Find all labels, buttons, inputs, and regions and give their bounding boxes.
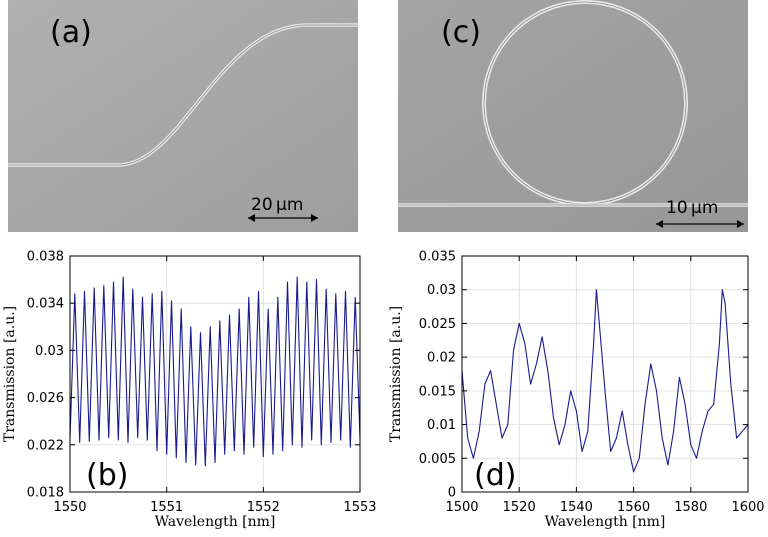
- chart-b: 1550 1551 1552 1553 0.018 0.022 0.026 0.03 0.034…: [2, 250, 377, 531]
- y-tick-label: 0.02: [427, 351, 456, 366]
- x-tick-label: 1551: [150, 500, 183, 515]
- x-tick-label: 1552: [247, 500, 280, 515]
- sem-background: [398, 0, 748, 232]
- x-axis-label: Wavelength [nm]: [545, 514, 666, 530]
- x-tick-label: 1560: [617, 500, 650, 515]
- y-tick-label: 0.03: [427, 283, 456, 298]
- series-line-transmission: [461, 289, 749, 473]
- scale-arrow-left-c: [656, 220, 663, 228]
- x-tick-label: 1520: [503, 500, 536, 515]
- x-tick-label: 1540: [560, 500, 593, 515]
- scale-arrow-right-c: [737, 220, 744, 228]
- panel-label-c: (c): [441, 15, 481, 50]
- sem-image-a-graphic: [8, 0, 358, 232]
- x-tick-label: 1553: [343, 500, 376, 515]
- y-tick-label: 0: [448, 486, 456, 501]
- y-axis-label: Transmission [a.u.]: [388, 306, 404, 442]
- sem-image-a: [8, 0, 358, 232]
- y-tick-label: 0.018: [27, 486, 64, 501]
- sem-background: [8, 0, 358, 232]
- y-tick-label: 0.015: [419, 384, 456, 399]
- y-tick-label: 0.034: [27, 297, 64, 312]
- chart-d: 1500 1520 1540 1560 1580 1600 0 0.005 0.01 0.015 0…: [388, 250, 765, 531]
- y-tick-label: 0.025: [419, 317, 456, 332]
- y-tick-label: 0.03: [35, 344, 64, 359]
- panel-label-a: (a): [50, 15, 92, 50]
- x-tick-label: 1580: [674, 500, 707, 515]
- sem-image-c-graphic: [398, 0, 748, 232]
- x-tick-label: 1600: [731, 500, 764, 515]
- y-tick-label: 0.026: [27, 391, 64, 406]
- scale-text-a: 20 μm: [251, 195, 304, 215]
- y-tick-label: 0.022: [27, 438, 64, 453]
- y-tick-label: 0.01: [427, 418, 456, 433]
- scale-arrow-left-a: [248, 214, 255, 222]
- series-line-transmission: [69, 276, 361, 467]
- axes-box: [69, 255, 361, 493]
- panel-label-d: (d): [474, 458, 516, 493]
- axes-box: [461, 255, 749, 493]
- x-axis-label: Wavelength [nm]: [155, 514, 276, 530]
- x-tick-label: 1550: [53, 500, 86, 515]
- y-axis-label: Transmission [a.u.]: [2, 306, 18, 442]
- y-tick-label: 0.035: [419, 250, 456, 265]
- panel-label-b: (b): [86, 458, 128, 493]
- y-tick-label: 0.005: [419, 452, 456, 467]
- y-tick-label: 0.038: [27, 250, 64, 265]
- x-tick-label: 1500: [445, 500, 478, 515]
- s-bend-waveguide-core: [8, 24, 358, 166]
- sem-image-c: [398, 0, 748, 232]
- scale-arrow-right-a: [311, 214, 318, 222]
- scale-text-c: 10 μm: [666, 198, 719, 218]
